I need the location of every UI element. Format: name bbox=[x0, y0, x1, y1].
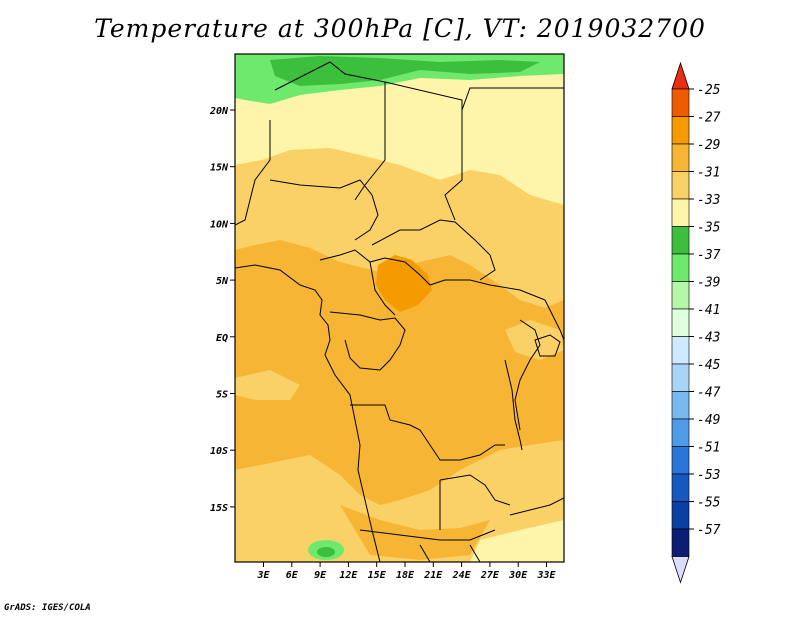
colorbar-label: -57 bbox=[697, 523, 721, 538]
lat-tick-label: 5S bbox=[216, 390, 228, 401]
lat-tick-label: 5N bbox=[216, 276, 229, 287]
lon-tick-label: 18E bbox=[396, 570, 415, 581]
lat-tick-label: 10S bbox=[210, 446, 228, 457]
colorbar-swatch bbox=[672, 254, 689, 282]
colorbar-label: -35 bbox=[697, 221, 721, 236]
colorbar-swatch bbox=[672, 227, 689, 255]
colorbar-label: -33 bbox=[697, 193, 720, 208]
lat-tick-label: EQ bbox=[216, 333, 228, 344]
colorbar-swatch bbox=[672, 89, 689, 117]
colorbar-label: -25 bbox=[697, 83, 721, 98]
lat-tick-label: 15S bbox=[210, 503, 228, 514]
lon-tick-label: 12E bbox=[339, 570, 358, 581]
colorbar-label: -45 bbox=[697, 358, 721, 373]
colorbar-label: -39 bbox=[697, 276, 720, 291]
lat-tick-label: 15N bbox=[210, 163, 229, 174]
colorbar-swatch bbox=[672, 474, 689, 502]
lat-tick-label: 20N bbox=[209, 106, 229, 117]
colorbar-swatch bbox=[672, 502, 689, 530]
colorbar-swatch bbox=[672, 419, 689, 447]
lon-tick-label: 30E bbox=[508, 570, 528, 581]
lon-tick-label: 33E bbox=[536, 570, 556, 581]
colorbar-label: -29 bbox=[697, 138, 720, 153]
lon-tick-label: 3E bbox=[256, 570, 270, 581]
colorbar-label: -55 bbox=[697, 496, 721, 511]
colorbar-swatch bbox=[672, 172, 689, 200]
colorbar-label: -27 bbox=[697, 111, 721, 126]
lon-tick-label: 27E bbox=[480, 570, 500, 581]
colorbar-label: -53 bbox=[697, 468, 720, 483]
colorbar-label: -47 bbox=[697, 386, 721, 401]
lon-tick-label: 9E bbox=[314, 570, 327, 581]
lon-tick-label: 21E bbox=[423, 570, 443, 581]
lon-tick-label: 6E bbox=[286, 570, 299, 581]
colorbar-swatch bbox=[672, 337, 689, 365]
colorbar-swatch bbox=[672, 117, 689, 145]
colorbar-label: -37 bbox=[697, 248, 721, 263]
colorbar-swatch bbox=[672, 392, 689, 420]
lat-tick-label: 10N bbox=[210, 219, 229, 230]
colorbar-label: -51 bbox=[697, 441, 720, 456]
colorbar-bottom-arrow bbox=[672, 557, 689, 583]
colorbar-swatch bbox=[672, 144, 689, 172]
colorbar-top-arrow bbox=[672, 63, 689, 89]
colorbar-swatch bbox=[672, 282, 689, 310]
colorbar-swatch bbox=[672, 529, 689, 557]
latitude-axis: 20N 15N 10N 5N EQ 5S 10S 15S bbox=[209, 106, 235, 514]
colorbar-swatch bbox=[672, 309, 689, 337]
temperature-field bbox=[235, 54, 564, 562]
colorbar-label: -43 bbox=[697, 331, 720, 346]
longitude-axis: 3E 6E 9E 12E 15E 18E 21E 24E 27E 30E 33E bbox=[256, 562, 556, 581]
lon-tick-label: 15E bbox=[368, 570, 387, 581]
colorbar-label: -41 bbox=[697, 303, 720, 318]
colorbar: -25 -27 -29 -31 -33 -35 -37 -39 -41 -43 -45 -47 -49 -… bbox=[672, 63, 721, 583]
colorbar-label: -49 bbox=[697, 413, 720, 428]
colorbar-swatch bbox=[672, 447, 689, 475]
colorbar-swatch bbox=[672, 364, 689, 392]
field-green-south-dark bbox=[317, 547, 335, 557]
colorbar-swatch bbox=[672, 199, 689, 227]
colorbar-label: -31 bbox=[697, 166, 720, 181]
lon-tick-label: 24E bbox=[452, 570, 472, 581]
credit-label: GrADS: IGES/COLA bbox=[4, 603, 91, 613]
